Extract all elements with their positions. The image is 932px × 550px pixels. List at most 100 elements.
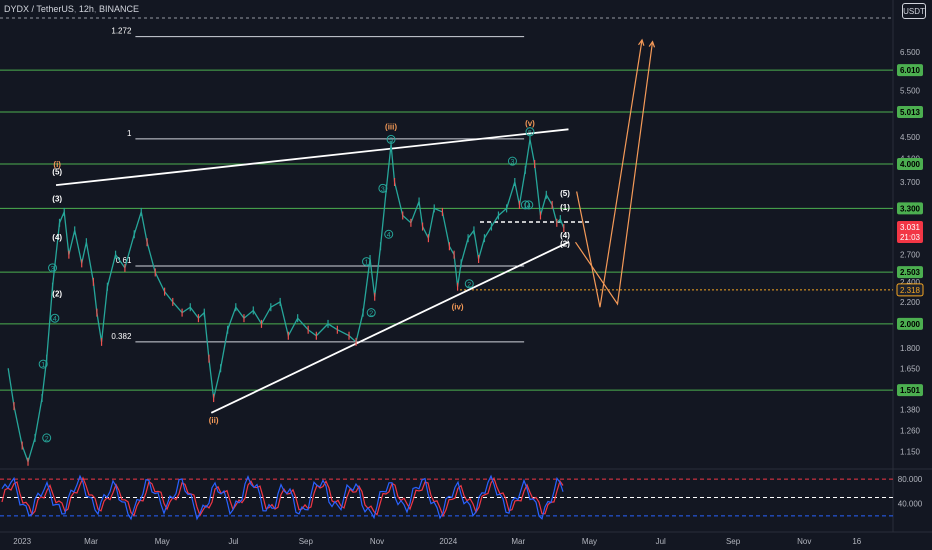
wave-circle-label: 5 bbox=[389, 137, 393, 144]
indicator-fast-line bbox=[1, 474, 564, 521]
price-tick-label: 1.150 bbox=[900, 448, 921, 457]
time-tick-label: Jul bbox=[656, 537, 666, 546]
time-tick-label: Nov bbox=[797, 537, 811, 546]
wave-circle bbox=[362, 257, 372, 267]
wave-circle bbox=[386, 134, 396, 144]
time-tick-label: Mar bbox=[84, 537, 98, 546]
level-badge bbox=[897, 266, 923, 279]
price-series bbox=[7, 135, 565, 466]
trendline bbox=[210, 241, 569, 414]
chart-title: DYDX / TetherUS, 12h, BINANCE bbox=[4, 4, 139, 14]
currency-unit-button[interactable]: USDT bbox=[902, 3, 926, 19]
symbol-name: DYDX / TetherUS bbox=[4, 4, 74, 14]
wave-circle bbox=[366, 308, 376, 318]
level-badge-label: 4.000 bbox=[900, 160, 921, 169]
wave-circle bbox=[464, 279, 474, 289]
price-tick-label: 2.700 bbox=[900, 251, 921, 260]
price-tick-label: 5.500 bbox=[900, 87, 921, 96]
level-badge-label: 6.010 bbox=[900, 66, 921, 75]
wave-label: (iii) bbox=[385, 122, 397, 131]
wave-circle bbox=[378, 183, 388, 193]
fib-label: 1.272 bbox=[111, 27, 132, 36]
indicator-slow-line bbox=[1, 476, 564, 518]
wave-label: (2) bbox=[560, 239, 570, 248]
wave-label: (v) bbox=[525, 119, 535, 128]
interval-label: 12h bbox=[78, 4, 94, 14]
wave-circle-label: 2 bbox=[369, 311, 373, 318]
dashed-level-label: 2.318 bbox=[900, 286, 921, 295]
wave-circle-label: 3 bbox=[51, 266, 55, 273]
wave-circle bbox=[520, 200, 530, 210]
price-line bbox=[7, 139, 565, 464]
wave-circle-label: 3 bbox=[381, 186, 385, 193]
time-tick-label: Sep bbox=[726, 537, 741, 546]
price-tick-label: 4.500 bbox=[900, 133, 921, 142]
price-tick-label: 2.200 bbox=[900, 298, 921, 307]
wave-circle bbox=[50, 313, 60, 323]
wave-label: (4) bbox=[52, 233, 62, 242]
wave-circle-label: 1 bbox=[41, 362, 45, 369]
wave-circle-label: 4 bbox=[387, 232, 391, 239]
wave-circle-label: 3 bbox=[511, 159, 515, 166]
wave-label: (3) bbox=[52, 195, 62, 204]
level-badge bbox=[897, 64, 923, 77]
indicator-tick-label: 80.000 bbox=[898, 475, 923, 484]
wave-circle bbox=[48, 263, 58, 273]
fib-label: 0.61 bbox=[116, 256, 132, 265]
level-badge bbox=[897, 317, 923, 330]
wave-circle bbox=[507, 156, 517, 166]
projection-arrowhead bbox=[648, 40, 656, 48]
fib-label: 0.382 bbox=[111, 332, 132, 341]
level-badge-label: 2.503 bbox=[900, 268, 921, 277]
level-badge bbox=[897, 202, 923, 215]
wave-circle bbox=[384, 229, 394, 239]
price-tick-label: 2.400 bbox=[900, 278, 921, 287]
projection-path bbox=[574, 41, 654, 306]
projection-path bbox=[576, 39, 643, 308]
price-tick-label: 1.260 bbox=[900, 426, 921, 435]
time-tick-label: May bbox=[582, 537, 597, 546]
exchange-name: BINANCE bbox=[98, 4, 139, 14]
time-tick-label: May bbox=[155, 537, 170, 546]
wave-label: (5) bbox=[560, 189, 570, 198]
level-badge-label: 2.000 bbox=[900, 320, 921, 329]
wave-label: (i) bbox=[53, 160, 61, 169]
price-tick-label: 1.650 bbox=[900, 364, 921, 373]
wave-circle-label: 4 bbox=[53, 316, 57, 323]
level-badge-label: 5.013 bbox=[900, 108, 921, 117]
wave-label: (ii) bbox=[209, 416, 219, 425]
time-tick-label: 2024 bbox=[439, 537, 457, 546]
level-badge bbox=[897, 158, 923, 171]
wave-circle-label: 2 bbox=[45, 436, 49, 443]
time-tick-label: Sep bbox=[299, 537, 314, 546]
projection-arrowhead bbox=[638, 38, 645, 46]
time-tick-label: Mar bbox=[511, 537, 525, 546]
wave-circle-label: 1 bbox=[523, 203, 527, 210]
level-badge bbox=[897, 384, 923, 397]
fib-label: 1 bbox=[127, 129, 132, 138]
wave-circle bbox=[525, 127, 535, 137]
indicator-tick-label: 40.000 bbox=[898, 500, 923, 509]
time-tick-label: 16 bbox=[852, 537, 861, 546]
wave-label: (1) bbox=[560, 203, 570, 212]
wave-circle bbox=[42, 433, 52, 443]
level-badge bbox=[897, 105, 923, 118]
price-tick-label: 1.800 bbox=[900, 344, 921, 353]
time-tick-label: Nov bbox=[370, 537, 384, 546]
support-resistance-levels bbox=[0, 17, 893, 391]
projection-paths bbox=[574, 38, 656, 308]
price-axis-badges: 6.010 5.013 4.000 3.300 2.503 2.000 1.501 2.318… bbox=[896, 64, 924, 397]
wave-circle-label: 1 bbox=[365, 260, 369, 267]
price-tick-label: 6.500 bbox=[900, 48, 921, 57]
last-price-label: 3.031 bbox=[900, 223, 921, 232]
price-tick-label: 3.700 bbox=[900, 178, 921, 187]
wave-circle bbox=[524, 200, 534, 210]
trendline bbox=[55, 128, 569, 187]
dashed-level-badge bbox=[896, 283, 924, 297]
trendlines bbox=[55, 128, 569, 414]
last-price-badge bbox=[897, 221, 923, 244]
wave-label: (4) bbox=[560, 231, 570, 240]
last-price-countdown: 21:03 bbox=[900, 233, 921, 242]
wave-labels: (i)(ii)(iii)(iv)(v)(5)(1)(4)(2)(3)(4)(2)… bbox=[38, 119, 570, 443]
